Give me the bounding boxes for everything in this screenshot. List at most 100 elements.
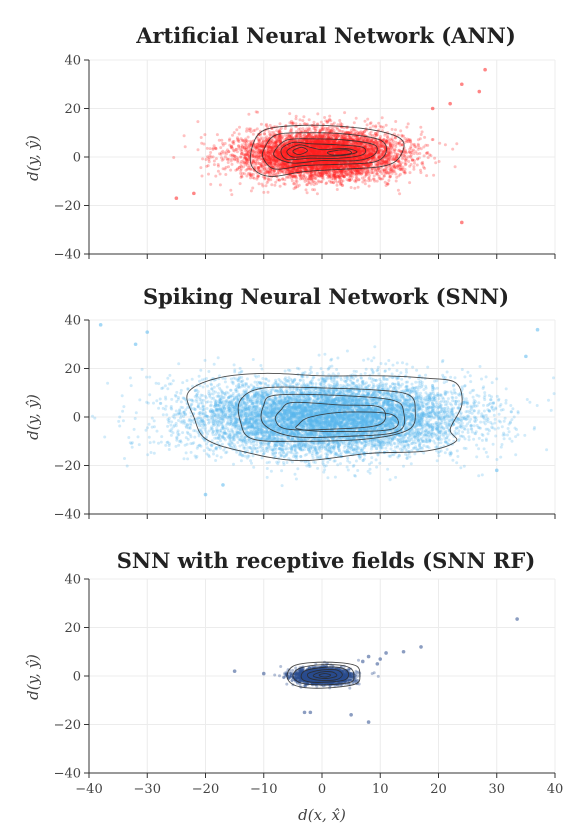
data-point [309, 174, 313, 178]
data-point [415, 163, 419, 167]
data-point [405, 151, 408, 155]
data-point [216, 164, 220, 168]
data-point [373, 179, 377, 183]
data-point [349, 158, 353, 161]
data-point [256, 159, 259, 163]
data-point [212, 159, 216, 163]
data-point [227, 138, 231, 142]
data-point [245, 127, 249, 131]
data-point [309, 134, 313, 138]
data-point [182, 134, 186, 138]
data-point [307, 118, 311, 122]
data-point [371, 134, 374, 137]
data-point [221, 141, 225, 145]
data-point [420, 130, 424, 134]
data-point [248, 173, 252, 176]
data-point [209, 182, 213, 186]
data-point [291, 174, 294, 178]
data-point [196, 148, 200, 152]
data-point [260, 136, 264, 140]
title-ann: Artificial Neural Network (ANN) [135, 23, 516, 48]
data-point [315, 182, 319, 186]
data-point [268, 123, 272, 127]
data-point [453, 165, 457, 169]
data-point [239, 152, 243, 156]
data-point [438, 141, 442, 145]
data-point [252, 176, 256, 180]
data-point [249, 127, 253, 131]
data-point [340, 181, 343, 185]
data-point [264, 184, 268, 188]
data-point [423, 135, 427, 139]
data-point [368, 147, 372, 151]
panel-ann: Artificial Neural Network (ANN) −40−2002… [24, 23, 556, 263]
data-point [413, 161, 416, 165]
data-point [352, 121, 356, 125]
data-point [394, 143, 397, 147]
data-point [255, 157, 259, 160]
data-point [231, 140, 235, 144]
data-point [214, 147, 218, 151]
data-point [426, 156, 430, 160]
data-point [302, 115, 306, 119]
data-point [203, 133, 207, 137]
data-point [199, 166, 203, 170]
data-point [269, 168, 273, 172]
data-point [294, 122, 298, 126]
data-point [251, 173, 255, 176]
data-point [294, 114, 298, 118]
data-point [223, 167, 227, 171]
data-point [408, 171, 412, 175]
data-point [305, 191, 309, 195]
data-point [341, 170, 345, 174]
data-point [356, 138, 360, 142]
data-point [437, 160, 441, 163]
data-point [230, 193, 234, 197]
data-point [311, 179, 315, 183]
data-point [414, 145, 418, 149]
data-point [325, 164, 329, 168]
data-point [319, 152, 323, 156]
data-point [257, 182, 261, 186]
data-point [390, 138, 394, 142]
data-point [377, 121, 381, 125]
data-point [319, 132, 323, 136]
data-point [362, 138, 366, 142]
data-point [292, 182, 296, 186]
data-point [343, 111, 347, 115]
data-point [377, 176, 381, 180]
data-point [209, 151, 213, 154]
data-point [230, 162, 234, 166]
data-point [336, 127, 339, 131]
data-point [363, 170, 367, 174]
data-point [338, 119, 342, 122]
data-point [364, 170, 368, 174]
data-point [298, 118, 302, 122]
data-point [283, 163, 287, 167]
data-point [278, 184, 282, 188]
data-point [389, 168, 393, 172]
data-point [390, 127, 394, 131]
data-point [363, 119, 367, 123]
data-point [309, 166, 313, 170]
data-point [267, 130, 271, 134]
data-point [266, 179, 270, 183]
data-point [316, 179, 320, 183]
data-point [374, 139, 378, 142]
data-point [394, 179, 398, 183]
data-point [297, 149, 301, 153]
data-point [196, 120, 200, 124]
data-point [281, 177, 285, 181]
data-point [314, 166, 318, 170]
data-point [364, 138, 368, 142]
data-point [343, 160, 347, 164]
data-point [243, 149, 247, 153]
data-point [403, 148, 407, 152]
data-point [311, 166, 315, 170]
data-point [263, 132, 267, 136]
data-point [327, 139, 331, 143]
data-point [231, 133, 234, 137]
data-point [335, 188, 339, 191]
data-point [299, 166, 303, 170]
data-point [417, 144, 420, 147]
